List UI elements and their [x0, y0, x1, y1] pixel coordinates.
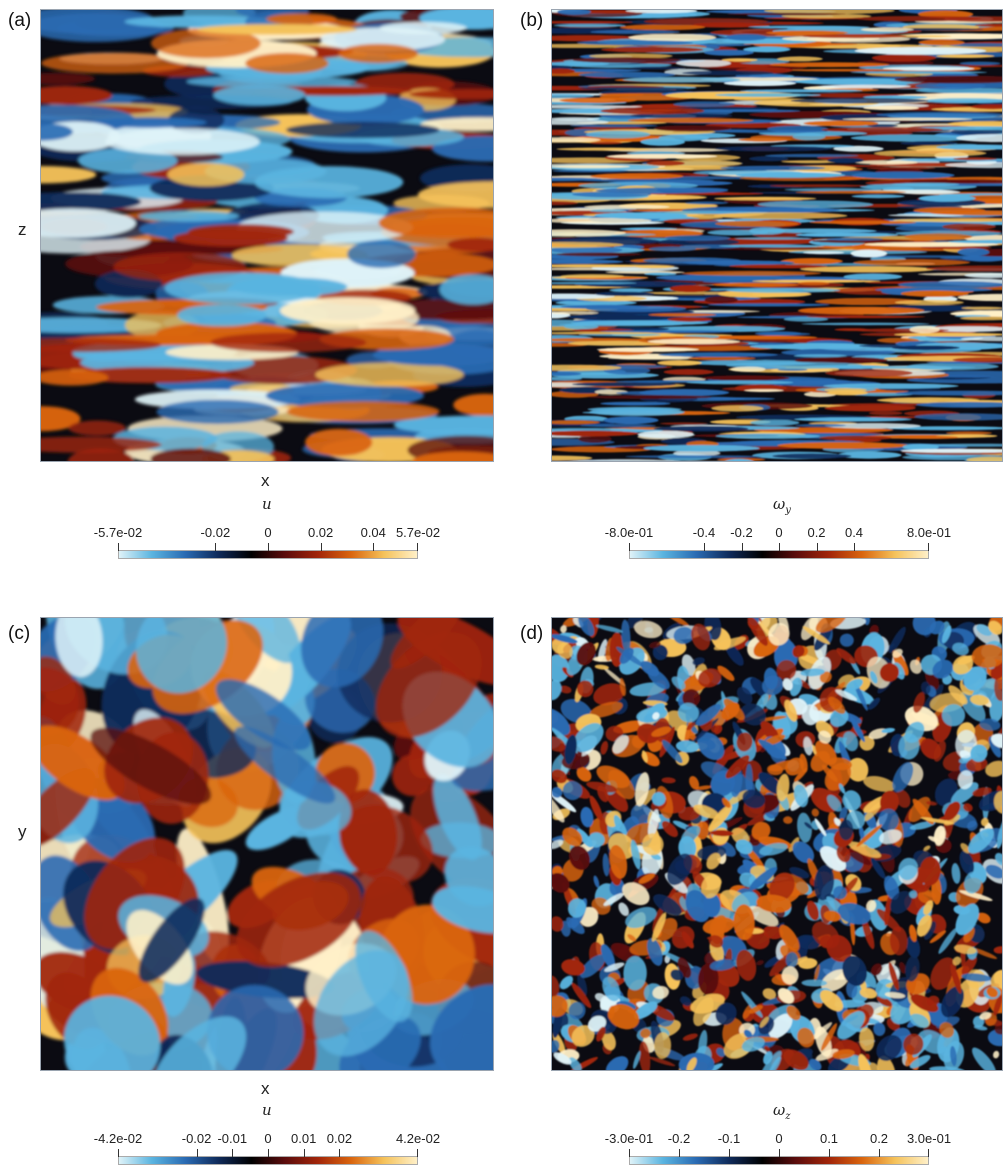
colorbar-tick-label: 0.4	[845, 525, 863, 540]
colorbar-tick	[742, 543, 743, 551]
panel-label: (b)	[520, 10, 543, 32]
colorbar-tick	[729, 1149, 730, 1157]
field-image-b	[551, 9, 1003, 462]
y-axis-label: z	[18, 220, 27, 240]
panel-label: (a)	[8, 10, 31, 32]
colorbar-gradient	[118, 550, 418, 559]
colorbar-tick-label: 0	[264, 525, 271, 540]
colorbar-tick-label: -0.1	[718, 1131, 740, 1146]
colorbar-tick-label: 0	[775, 1131, 782, 1146]
colorbar-tick-label: 3.0e-01	[907, 1131, 951, 1146]
colorbar-tick-label: -0.2	[668, 1131, 690, 1146]
colorbar-tick	[118, 1149, 119, 1157]
field-render	[41, 10, 494, 462]
colorbar-tick	[417, 543, 418, 551]
colorbar-tick	[268, 543, 269, 551]
colorbar-tick-label: 0.04	[361, 525, 386, 540]
colorbar-tick	[215, 543, 216, 551]
colorbar-tick-label: 8.0e-01	[907, 525, 951, 540]
colorbar-tick-label: 0.1	[820, 1131, 838, 1146]
colorbar-tick	[373, 543, 374, 551]
x-axis-label: x	[261, 1079, 270, 1099]
colorbar-tick	[817, 543, 818, 551]
colorbar-tick-label: -5.7e-02	[94, 525, 142, 540]
colorbar-gradient	[118, 1156, 418, 1165]
colorbar-title: u	[262, 1101, 272, 1119]
colorbar-tick	[829, 1149, 830, 1157]
colorbar-tick	[232, 1149, 233, 1157]
colorbar-title: ωy	[773, 495, 791, 516]
colorbar-tick	[629, 1149, 630, 1157]
colorbar-tick-label: 0.02	[308, 525, 333, 540]
colorbar-tick-label: 0.2	[807, 525, 825, 540]
colorbar-tick-label: -8.0e-01	[605, 525, 653, 540]
colorbar-title: ωz	[773, 1101, 791, 1122]
colorbar-tick-label: 4.2e-02	[396, 1131, 440, 1146]
colorbar-tick-label: -3.0e-01	[605, 1131, 653, 1146]
colorbar-tick	[339, 1149, 340, 1157]
panel-label: (d)	[520, 623, 543, 645]
colorbar-tick-label: -0.2	[730, 525, 752, 540]
colorbar-tick-label: 0	[775, 525, 782, 540]
colorbar-tick-label: 0.2	[870, 1131, 888, 1146]
field-image-a	[40, 9, 494, 462]
colorbar-tick	[879, 1149, 880, 1157]
colorbar-tick-label: -0.02	[201, 525, 231, 540]
colorbar-tick	[118, 543, 119, 551]
colorbar-gradient	[629, 550, 929, 559]
field-render	[552, 618, 1003, 1071]
colorbar-gradient	[629, 1156, 929, 1165]
colorbar-tick	[268, 1149, 269, 1157]
field-render	[552, 10, 1003, 462]
colorbar-tick	[629, 543, 630, 551]
field-render	[41, 618, 494, 1071]
panel-label: (c)	[8, 623, 30, 645]
colorbar-tick-label: -0.01	[217, 1131, 247, 1146]
field-image-d	[551, 617, 1003, 1071]
colorbar-tick	[928, 543, 929, 551]
colorbar-tick-label: -0.4	[693, 525, 715, 540]
colorbar-tick	[779, 1149, 780, 1157]
colorbar-tick	[779, 543, 780, 551]
colorbar-tick	[321, 543, 322, 551]
colorbar-tick	[679, 1149, 680, 1157]
colorbar-tick	[197, 1149, 198, 1157]
colorbar-tick	[704, 543, 705, 551]
colorbar-tick-label: 0.02	[327, 1131, 352, 1146]
colorbar-tick-label: 0.01	[291, 1131, 316, 1146]
colorbar-tick	[854, 543, 855, 551]
colorbar-tick-label: 5.7e-02	[396, 525, 440, 540]
colorbar-title: u	[262, 495, 272, 513]
x-axis-label: x	[261, 471, 270, 491]
colorbar-tick-label: -4.2e-02	[94, 1131, 142, 1146]
colorbar-tick-label: -0.02	[182, 1131, 212, 1146]
colorbar-tick	[928, 1149, 929, 1157]
field-image-c	[40, 617, 494, 1071]
y-axis-label: y	[18, 822, 27, 842]
colorbar-tick-label: 0	[264, 1131, 271, 1146]
colorbar-tick	[417, 1149, 418, 1157]
colorbar-tick	[304, 1149, 305, 1157]
